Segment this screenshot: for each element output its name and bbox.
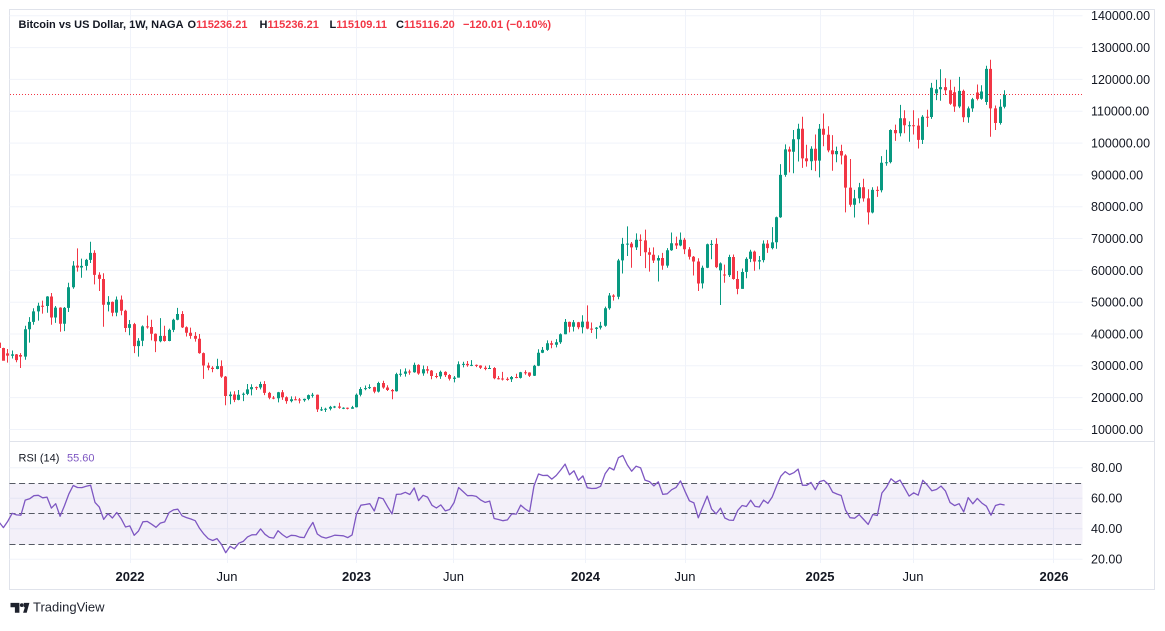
- svg-text:60.00: 60.00: [1091, 492, 1122, 506]
- svg-text:−120.01 (−0.10%): −120.01 (−0.10%): [463, 19, 551, 31]
- svg-text:2025: 2025: [806, 569, 835, 584]
- svg-text:C115116.20: C115116.20: [396, 19, 455, 31]
- svg-text:RSI (14): RSI (14): [19, 453, 60, 465]
- svg-text:40000.00: 40000.00: [1091, 327, 1143, 341]
- svg-text:80.00: 80.00: [1091, 461, 1122, 475]
- svg-text:70000.00: 70000.00: [1091, 232, 1143, 246]
- svg-text:TradingView: TradingView: [33, 600, 105, 615]
- svg-text:110000.00: 110000.00: [1091, 105, 1149, 119]
- svg-text:Jun: Jun: [443, 569, 464, 584]
- svg-text:130000.00: 130000.00: [1091, 41, 1150, 55]
- svg-text:Jun: Jun: [903, 569, 924, 584]
- svg-text:H115236.21: H115236.21: [260, 19, 319, 31]
- svg-text:10000.00: 10000.00: [1091, 423, 1143, 437]
- svg-text:Jun: Jun: [217, 569, 238, 584]
- svg-text:40.00: 40.00: [1091, 522, 1122, 536]
- svg-text:L115109.11: L115109.11: [330, 19, 388, 31]
- svg-text:2026: 2026: [1040, 569, 1069, 584]
- svg-text:50000.00: 50000.00: [1091, 296, 1143, 310]
- svg-text:120000.00: 120000.00: [1091, 73, 1150, 87]
- svg-text:Bitcoin vs US Dollar, 1W, NAGA: Bitcoin vs US Dollar, 1W, NAGA: [19, 19, 184, 31]
- svg-text:30000.00: 30000.00: [1091, 359, 1143, 373]
- svg-text:20000.00: 20000.00: [1091, 391, 1143, 405]
- svg-text:90000.00: 90000.00: [1091, 168, 1143, 182]
- svg-text:80000.00: 80000.00: [1091, 200, 1143, 214]
- svg-text:2023: 2023: [342, 569, 371, 584]
- svg-text:Jun: Jun: [675, 569, 696, 584]
- svg-text:55.60: 55.60: [67, 453, 95, 465]
- svg-text:2022: 2022: [116, 569, 145, 584]
- svg-text:2024: 2024: [571, 569, 601, 584]
- svg-text:140000.00: 140000.00: [1091, 9, 1150, 23]
- svg-text:20.00: 20.00: [1091, 553, 1122, 567]
- svg-text:60000.00: 60000.00: [1091, 264, 1143, 278]
- svg-text:100000.00: 100000.00: [1091, 137, 1150, 151]
- svg-text:O115236.21: O115236.21: [188, 19, 248, 31]
